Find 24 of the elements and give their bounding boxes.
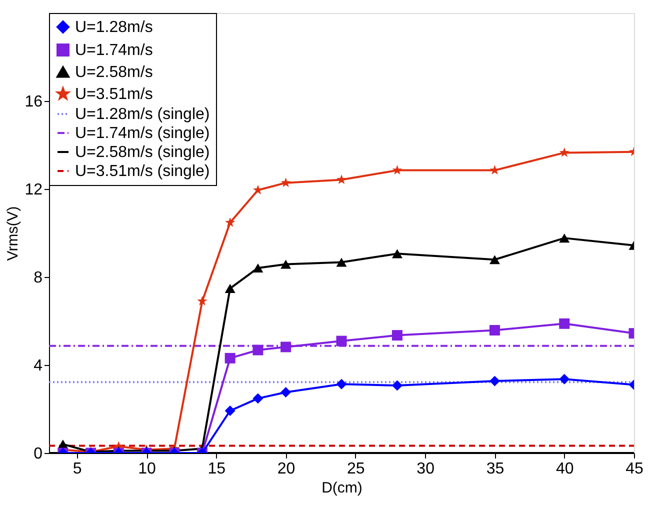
y-tick-label: 0	[34, 446, 43, 462]
y-tick-label: 4	[34, 358, 43, 374]
x-tick-label: 25	[347, 460, 365, 478]
y-tick-label: 8	[34, 270, 43, 286]
y-axis-title: Vrms(V)	[4, 206, 22, 261]
x-tick-label: 45	[626, 460, 644, 478]
y-tick-label: 16	[24, 94, 43, 110]
legend-label: U=1.74m/s (single)	[75, 125, 210, 142]
legend-label: U=3.51m/s	[75, 86, 153, 103]
legend-label: U=1.28m/s (single)	[75, 106, 210, 123]
x-tick-label: 40	[556, 460, 574, 478]
x-tick-label: 30	[416, 460, 435, 478]
x-tick-label: 10	[138, 460, 156, 478]
y-tick-label: 12	[24, 182, 43, 198]
legend-label: U=1.28m/s	[75, 19, 153, 36]
x-tick-label: 35	[486, 460, 504, 478]
x-axis-title: D(cm)	[322, 480, 362, 496]
legend-label: U=2.58m/s (single)	[75, 144, 210, 161]
legend-label: U=2.58m/s	[75, 64, 153, 81]
x-tick-label: 15	[208, 460, 226, 478]
x-tick-label: 5	[72, 460, 82, 478]
legend-label: U=1.74m/s	[75, 42, 153, 59]
x-tick-label: 20	[277, 460, 296, 478]
legend-label: U=3.51m/s (single)	[75, 163, 210, 180]
